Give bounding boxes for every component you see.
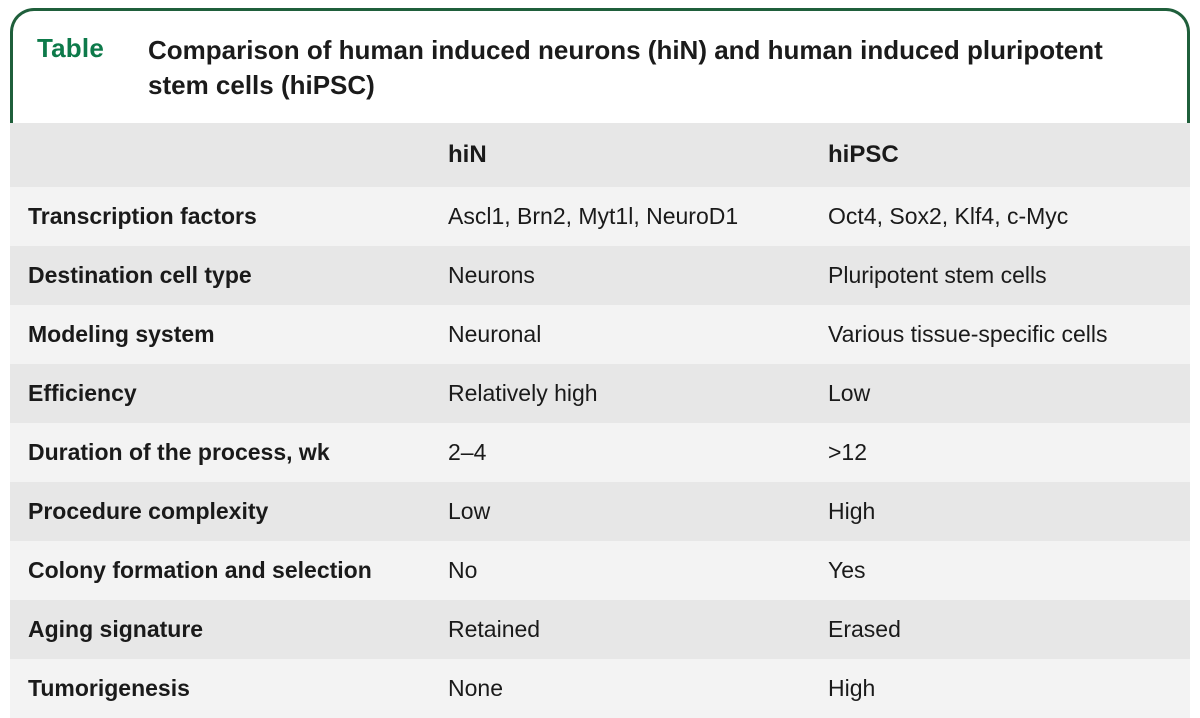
- row-hin: 2–4: [430, 423, 810, 482]
- table-header-card: Table Comparison of human induced neuron…: [10, 8, 1190, 123]
- row-hin: Neurons: [430, 246, 810, 305]
- table-row: Destination cell type Neurons Pluripoten…: [10, 246, 1190, 305]
- row-hipsc: >12: [810, 423, 1190, 482]
- row-attr: Tumorigenesis: [10, 659, 430, 718]
- table-row: Colony formation and selection No Yes: [10, 541, 1190, 600]
- row-hin: Retained: [430, 600, 810, 659]
- row-attr: Efficiency: [10, 364, 430, 423]
- table-row: Duration of the process, wk 2–4 >12: [10, 423, 1190, 482]
- row-attr: Duration of the process, wk: [10, 423, 430, 482]
- row-hipsc: Various tissue-specific cells: [810, 305, 1190, 364]
- row-hin: No: [430, 541, 810, 600]
- row-attr: Destination cell type: [10, 246, 430, 305]
- row-attr: Modeling system: [10, 305, 430, 364]
- row-hipsc: High: [810, 482, 1190, 541]
- row-attr: Transcription factors: [10, 187, 430, 246]
- row-hin: Relatively high: [430, 364, 810, 423]
- row-hipsc: Oct4, Sox2, Klf4, c-Myc: [810, 187, 1190, 246]
- row-hin: Ascl1, Brn2, Myt1l, NeuroD1: [430, 187, 810, 246]
- table-row: Tumorigenesis None High: [10, 659, 1190, 718]
- row-hin: Neuronal: [430, 305, 810, 364]
- table-row: Transcription factors Ascl1, Brn2, Myt1l…: [10, 187, 1190, 246]
- table-header-row: hiN hiPSC: [10, 123, 1190, 187]
- row-attr: Colony formation and selection: [10, 541, 430, 600]
- col-header-hin: hiN: [430, 123, 810, 187]
- row-hipsc: Pluripotent stem cells: [810, 246, 1190, 305]
- table-row: Efficiency Relatively high Low: [10, 364, 1190, 423]
- row-hin: None: [430, 659, 810, 718]
- row-attr: Aging signature: [10, 600, 430, 659]
- comparison-table: hiN hiPSC Transcription factors Ascl1, B…: [10, 123, 1190, 718]
- row-hipsc: Low: [810, 364, 1190, 423]
- row-hipsc: High: [810, 659, 1190, 718]
- table-label: Table: [37, 33, 104, 64]
- row-hin: Low: [430, 482, 810, 541]
- table-row: Modeling system Neuronal Various tissue-…: [10, 305, 1190, 364]
- row-hipsc: Erased: [810, 600, 1190, 659]
- table-title: Comparison of human induced neurons (hiN…: [148, 33, 1163, 103]
- row-hipsc: Yes: [810, 541, 1190, 600]
- table-row: Aging signature Retained Erased: [10, 600, 1190, 659]
- col-header-blank: [10, 123, 430, 187]
- row-attr: Procedure complexity: [10, 482, 430, 541]
- table-header: Table Comparison of human induced neuron…: [37, 33, 1163, 103]
- table-row: Procedure complexity Low High: [10, 482, 1190, 541]
- col-header-hipsc: hiPSC: [810, 123, 1190, 187]
